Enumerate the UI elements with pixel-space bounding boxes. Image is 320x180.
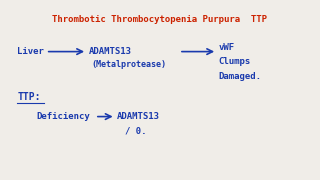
Text: (Metalprotease): (Metalprotease) xyxy=(92,60,167,69)
Text: vWF: vWF xyxy=(219,43,235,52)
Text: Damaged.: Damaged. xyxy=(219,72,262,81)
Text: / 0.: / 0. xyxy=(125,127,147,136)
Text: Liver: Liver xyxy=(17,47,44,56)
Text: Thrombotic Thrombocytopenia Purpura  TTP: Thrombotic Thrombocytopenia Purpura TTP xyxy=(52,15,268,24)
Text: Deficiency: Deficiency xyxy=(36,112,90,121)
Text: ADAMTS13: ADAMTS13 xyxy=(89,47,132,56)
Text: Clumps: Clumps xyxy=(219,57,251,66)
Text: ADAMTS13: ADAMTS13 xyxy=(117,112,160,121)
Text: TTP:: TTP: xyxy=(17,92,41,102)
